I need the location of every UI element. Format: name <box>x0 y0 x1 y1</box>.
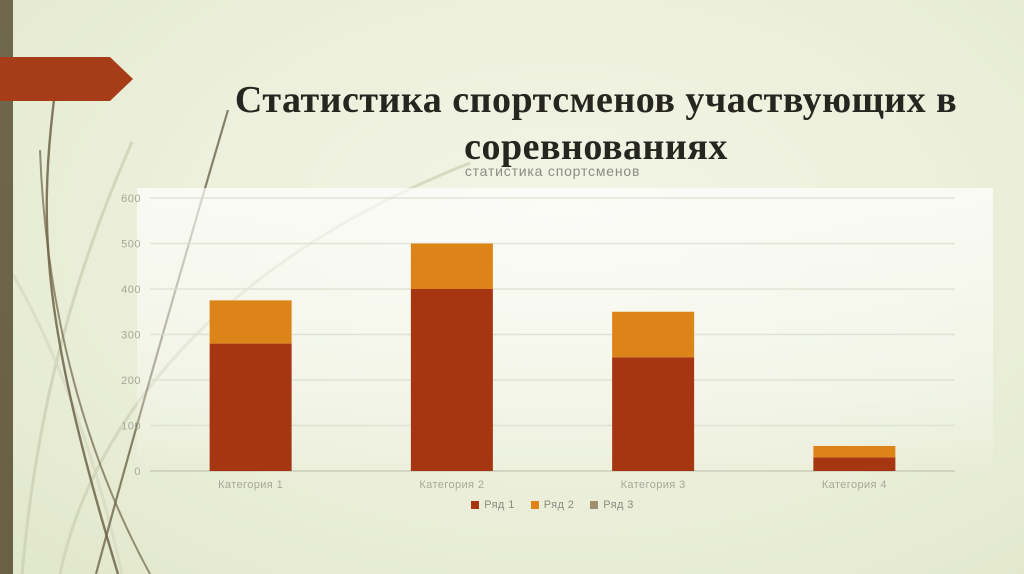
y-tick-label: 0 <box>134 466 141 478</box>
legend-item: Ряд 1 <box>471 499 515 511</box>
bar-segment-ряд-1 <box>612 357 695 471</box>
left-edge-strip <box>0 0 13 574</box>
bar-segment-ряд-1 <box>813 457 896 471</box>
y-tick-label: 300 <box>121 330 141 342</box>
x-category-label: Категория 4 <box>822 479 887 491</box>
legend-item: Ряд 2 <box>530 499 575 511</box>
bar-segment-ряд-1 <box>209 343 292 471</box>
chart-legend: Ряд 1 Ряд 2 Ряд 3 <box>150 499 955 511</box>
bar-segment-ряд-2 <box>813 445 896 458</box>
y-tick-label: 500 <box>121 239 141 251</box>
y-tick-label: 100 <box>121 421 141 433</box>
dark-curve <box>45 99 120 574</box>
legend-label: Ряд 3 <box>603 499 634 511</box>
y-tick-label: 400 <box>121 284 141 296</box>
legend-swatch <box>530 501 539 509</box>
legend-swatch <box>590 501 599 509</box>
legend-label: Ряд 1 <box>484 499 515 511</box>
x-category-label: Категория 3 <box>621 479 686 491</box>
legend-item: Ряд 3 <box>590 499 634 511</box>
x-category-label: Категория 2 <box>419 479 484 491</box>
chart-title: статистика спортсменов <box>464 163 641 179</box>
light-curve <box>20 141 134 574</box>
x-category-label: Категория 1 <box>218 479 283 491</box>
bar-segment-ряд-1 <box>410 289 493 471</box>
slide-title: Статистика спортсменов участвующих в сор… <box>234 79 958 168</box>
y-tick-label: 200 <box>121 375 141 387</box>
legend-label: Ряд 2 <box>543 499 575 511</box>
y-tick-label: 600 <box>121 193 141 205</box>
title-arrow-marker <box>0 57 133 101</box>
bar-segment-ряд-2 <box>612 311 695 358</box>
bar-segment-ряд-2 <box>410 243 493 289</box>
dark-curve <box>39 149 151 574</box>
bar-segment-ряд-2 <box>209 300 292 344</box>
legend-swatch <box>471 501 480 509</box>
